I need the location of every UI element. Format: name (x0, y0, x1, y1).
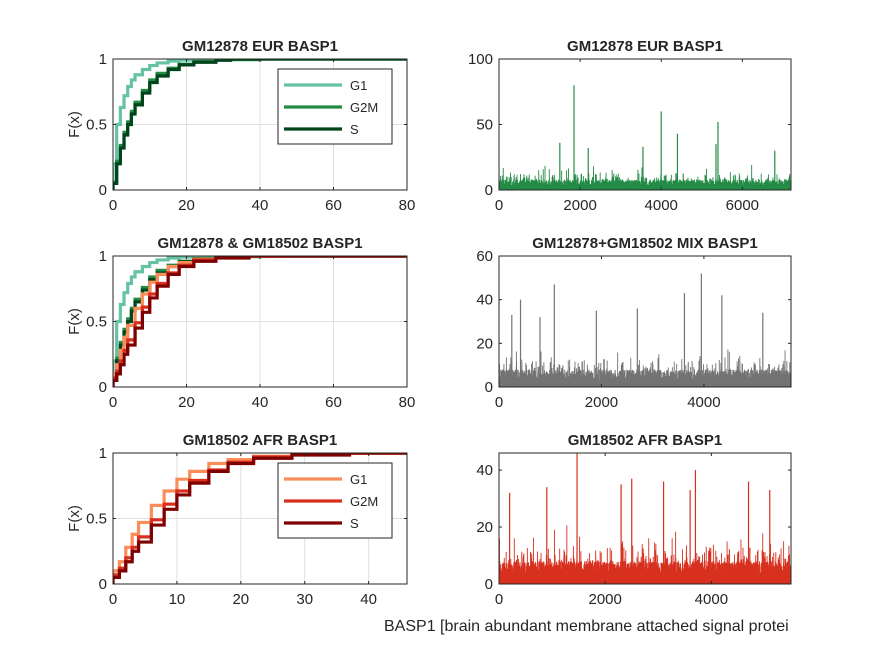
legend-label-2: G2M (350, 100, 378, 115)
panel-6: 0 2000 4000 0 20 40 GM18502 AFR BASP1 (476, 432, 792, 608)
x-tick-label: 20 (178, 197, 195, 214)
x-tick-label: 20 (178, 394, 195, 411)
panel-4: 0 2000 4000 0 20 40 60 GM12878+GM18502 MIX BASP… (476, 235, 792, 411)
panel-5: 0 10 20 30 40 0 0.5 1 GM18502 AFR BASP1 F(x) G1 G2M… (66, 432, 408, 608)
x-tick-label: 60 (325, 197, 342, 214)
x-tick-label: 40 (252, 394, 269, 411)
panel-title: GM18502 AFR BASP1 (568, 432, 723, 449)
y-tick-label: 100 (468, 51, 493, 68)
x-tick-label: 80 (399, 197, 416, 214)
y-tick-label: 1 (99, 248, 107, 265)
x-tick-label: 0 (109, 394, 117, 411)
plot-area (499, 59, 791, 190)
x-tick-label: 40 (360, 591, 377, 608)
x-tick-label: 0 (109, 197, 117, 214)
y-tick-label: 0 (485, 576, 493, 593)
panel-title: GM12878 & GM18502 BASP1 (157, 235, 362, 252)
x-tick-label: 40 (252, 197, 269, 214)
legend-label-1: G1 (350, 472, 367, 487)
y-tick-label: 0.5 (86, 314, 107, 331)
y-tick-label: 40 (476, 462, 493, 479)
y-tick-label: 20 (476, 335, 493, 352)
plot-content (499, 453, 791, 584)
legend-label-3: S (350, 122, 359, 137)
x-tick-label: 80 (399, 394, 416, 411)
x-tick-label: 0 (495, 591, 503, 608)
y-axis-label: F(x) (66, 308, 83, 335)
legend: G1 G2M S (277, 462, 393, 539)
y-axis-label: F(x) (66, 111, 83, 138)
legend-label-2: G2M (350, 494, 378, 509)
panel-title: GM12878 EUR BASP1 (182, 38, 338, 55)
legend-label-1: G1 (350, 78, 367, 93)
plot-content (113, 59, 407, 190)
y-tick-label: 60 (476, 248, 493, 265)
x-tick-label: 6000 (726, 197, 759, 214)
y-tick-label: 50 (476, 117, 493, 134)
x-tick-label: 2000 (588, 591, 621, 608)
panel-2: 0 2000 4000 6000 0 50 100 GM12878 EUR BASP1 (468, 38, 792, 214)
plot-content (113, 453, 407, 584)
y-tick-label: 0.5 (86, 117, 107, 134)
panel-title: GM12878 EUR BASP1 (567, 38, 723, 55)
y-tick-label: 0 (485, 182, 493, 199)
x-tick-label: 0 (109, 591, 117, 608)
y-tick-label: 0 (485, 379, 493, 396)
y-tick-label: 0 (99, 576, 107, 593)
figure-xlabel: BASP1 [brain abundant membrane attached … (384, 618, 789, 635)
axes-box (498, 255, 792, 388)
baseline-band (499, 576, 791, 584)
ecdf-line-series-3 (113, 453, 407, 584)
baseline-band (499, 185, 791, 190)
y-tick-label: 0 (99, 379, 107, 396)
plot-content (499, 273, 791, 387)
ecdf-line-series-1 (113, 256, 407, 387)
x-tick-label: 60 (325, 394, 342, 411)
plot-content (499, 85, 791, 190)
x-tick-label: 10 (169, 591, 186, 608)
x-tick-label: 0 (495, 394, 503, 411)
y-tick-label: 20 (476, 519, 493, 536)
y-tick-label: 1 (99, 51, 107, 68)
ecdf-line-series-6 (113, 256, 407, 387)
x-tick-label: 4000 (645, 197, 678, 214)
legend: G1 G2M S (277, 68, 393, 145)
x-tick-label: 20 (232, 591, 249, 608)
ecdf-line-series-1 (113, 59, 407, 190)
x-tick-label: 0 (495, 197, 503, 214)
y-tick-label: 1 (99, 445, 107, 462)
axes-box (498, 452, 792, 585)
x-tick-label: 4000 (695, 591, 728, 608)
x-tick-label: 30 (296, 591, 313, 608)
panel-3: 0 20 40 60 80 0 0.5 1 GM12878 & GM18502 BASP1 F(x… (66, 235, 415, 411)
legend-label-3: S (350, 516, 359, 531)
ecdf-line-series-3 (113, 59, 407, 190)
panel-title: GM12878+GM18502 MIX BASP1 (532, 235, 758, 252)
y-tick-label: 0 (99, 182, 107, 199)
y-tick-label: 40 (476, 292, 493, 309)
x-tick-label: 2000 (585, 394, 618, 411)
y-axis-label: F(x) (66, 505, 83, 532)
panel-1: 0 20 40 60 80 0 0.5 1 GM12878 EUR BASP1 F(x) G1 G2M… (66, 38, 415, 214)
baseline-band (499, 381, 791, 387)
y-tick-label: 0.5 (86, 511, 107, 528)
x-tick-label: 4000 (687, 394, 720, 411)
x-tick-label: 2000 (563, 197, 596, 214)
panel-title: GM18502 AFR BASP1 (183, 432, 338, 449)
plot-content (113, 256, 407, 387)
